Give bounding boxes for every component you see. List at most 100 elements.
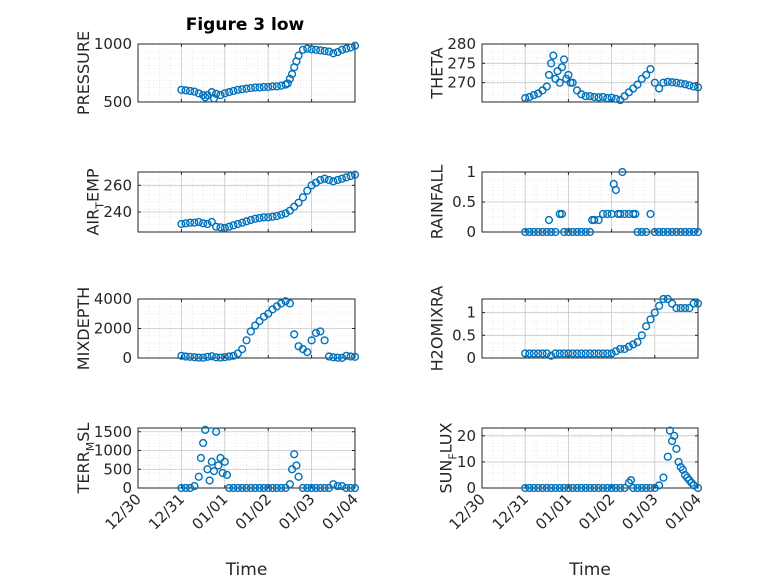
data-point [255, 83, 264, 92]
data-point [346, 352, 355, 361]
x-tick-label: 01/01 [532, 490, 575, 533]
data-point [298, 193, 308, 202]
data-point [181, 86, 190, 95]
data-point [216, 223, 225, 232]
data-point [233, 483, 242, 493]
data-point [642, 227, 651, 237]
data-point [667, 227, 677, 237]
data-point [233, 219, 242, 229]
data-point [521, 483, 530, 493]
data-point [547, 227, 556, 237]
data-point [229, 351, 238, 360]
data-point [646, 483, 655, 493]
data-point [342, 483, 351, 493]
data-point [594, 349, 603, 358]
data-point [346, 43, 355, 52]
y-axis-label: PRESSURE [74, 31, 93, 115]
data-point [212, 353, 221, 362]
subplot-4: 0 0.5 1 RAINFALL [427, 163, 703, 241]
data-point [538, 227, 547, 237]
y-axis-label: MIXDEPTH [74, 287, 93, 370]
data-point [547, 351, 556, 360]
data-point [324, 352, 334, 361]
data-point [564, 70, 573, 80]
y-tick-label: 260 [103, 176, 132, 194]
data-point [246, 83, 255, 93]
x-tick-label: 01/01 [188, 490, 231, 533]
data-point [581, 227, 590, 237]
data-point [642, 322, 651, 331]
data-point [637, 74, 646, 83]
data-point [264, 483, 273, 493]
data-point [220, 353, 229, 362]
data-point [285, 480, 295, 489]
data-point [655, 481, 664, 490]
data-point [633, 80, 642, 89]
y-tick-label: 0 [466, 349, 476, 367]
data-point [667, 436, 677, 446]
data-point [521, 227, 530, 237]
data-point [194, 472, 203, 481]
data-point [655, 84, 664, 93]
data-point [598, 209, 608, 219]
data-point [251, 483, 260, 493]
data-point [618, 167, 627, 177]
data-point [238, 483, 247, 493]
data-point [585, 483, 595, 493]
data-point [316, 327, 325, 336]
data-point [655, 227, 664, 237]
data-point [272, 211, 281, 221]
data-point [529, 90, 538, 100]
data-point [572, 86, 582, 95]
data-point [559, 55, 569, 64]
data-point [290, 202, 299, 211]
data-point [637, 331, 646, 340]
data-point [207, 457, 216, 466]
data-point [272, 483, 281, 493]
y-tick-label: 275 [447, 54, 476, 72]
data-point [294, 198, 303, 207]
data-point [685, 227, 694, 237]
data-point [607, 349, 616, 358]
data-point [590, 215, 599, 225]
data-point [199, 353, 208, 362]
data-point [672, 78, 681, 87]
data-point [549, 51, 558, 60]
data-point [598, 92, 608, 102]
data-point [611, 94, 621, 104]
data-point [557, 63, 567, 72]
data-point [225, 483, 234, 493]
data-point [693, 483, 703, 493]
data-point [329, 480, 338, 489]
data-point [676, 227, 685, 237]
data-point [542, 82, 551, 91]
data-point [629, 483, 638, 493]
y-tick-label: 1 [466, 304, 476, 322]
data-point [547, 59, 556, 68]
data-point [320, 483, 329, 493]
data-point [680, 227, 690, 237]
data-point [525, 483, 534, 493]
data-point [181, 219, 190, 228]
data-point [624, 88, 633, 97]
data-point [225, 88, 234, 97]
data-point [559, 483, 569, 493]
data-point [329, 353, 338, 362]
data-point [564, 227, 573, 237]
data-point [238, 218, 247, 227]
data-point [659, 294, 668, 304]
data-point [557, 209, 567, 219]
x-tick-label: 01/03 [275, 490, 318, 533]
data-point [229, 221, 238, 230]
data-point [246, 215, 255, 225]
data-point [555, 349, 564, 358]
data-point [581, 349, 590, 358]
data-point [255, 317, 264, 326]
data-point [346, 483, 355, 493]
data-point [646, 315, 655, 324]
data-point [214, 461, 223, 470]
data-point [674, 457, 683, 467]
